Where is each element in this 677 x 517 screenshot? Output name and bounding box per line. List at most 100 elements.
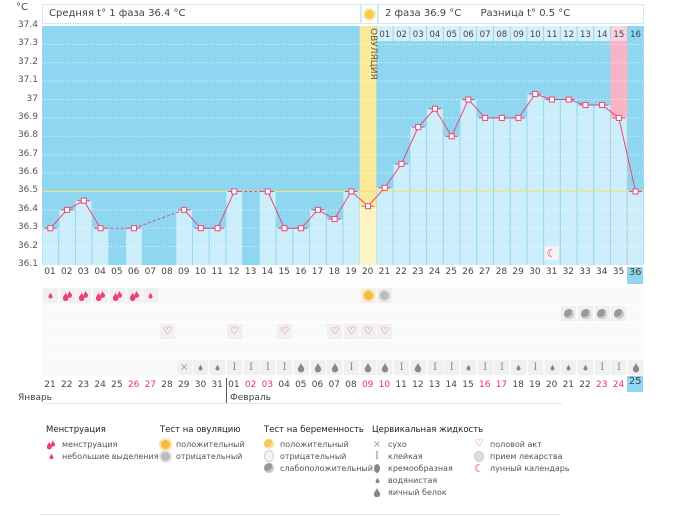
x-tick-label: 31 <box>545 267 558 277</box>
symptom-cell[interactable] <box>377 360 393 375</box>
temperature-point <box>515 114 522 121</box>
calendar-date[interactable]: 20 <box>545 380 558 390</box>
symptom-cell[interactable]: I <box>477 360 493 375</box>
symptom-cell[interactable]: I <box>277 360 293 375</box>
calendar-date[interactable]: 10 <box>378 380 391 390</box>
calendar-date[interactable]: 18 <box>512 380 524 390</box>
symptom-cell[interactable]: I <box>494 360 510 375</box>
symptom-cell[interactable] <box>76 288 92 303</box>
symptom-cell[interactable]: ♡ <box>160 324 176 339</box>
symptom-cell[interactable]: I <box>444 360 460 375</box>
calendar-date[interactable]: 28 <box>161 380 173 390</box>
temperature-bar <box>42 228 59 265</box>
symptom-cell[interactable] <box>561 306 577 321</box>
symptom-cell[interactable] <box>578 360 594 375</box>
temperature-bar <box>393 163 410 265</box>
calendar-date[interactable]: 07 <box>328 380 340 390</box>
symptom-cell[interactable]: ♡ <box>226 324 242 339</box>
calendar-date[interactable]: 01 <box>228 380 240 390</box>
symptom-cell[interactable]: ♡ <box>343 324 359 339</box>
calendar-date[interactable]: 05 <box>295 380 307 390</box>
calendar-date[interactable]: 06 <box>311 380 324 390</box>
calendar-date[interactable]: 25 <box>111 380 123 390</box>
calendar-date[interactable]: 03 <box>261 380 274 390</box>
calendar-date[interactable]: 02 <box>244 380 257 390</box>
calendar-date[interactable]: 27 <box>144 380 157 390</box>
symptom-cell[interactable]: I <box>611 360 627 375</box>
calendar-date[interactable]: 22 <box>60 380 73 390</box>
symptom-cell[interactable]: I <box>343 360 359 375</box>
symptom-cell[interactable] <box>293 360 309 375</box>
symptom-cell[interactable] <box>43 288 58 303</box>
calendar-date[interactable]: 23 <box>596 380 608 390</box>
temperature-point <box>197 225 204 232</box>
calendar-date[interactable]: 31 <box>211 380 223 390</box>
symptom-cell[interactable] <box>611 306 627 321</box>
symptom-cell[interactable] <box>461 360 476 375</box>
legend-label: половой акт <box>490 439 542 449</box>
calendar-date[interactable]: 09 <box>361 380 374 390</box>
calendar-date[interactable]: 22 <box>579 380 591 390</box>
calendar-date[interactable]: 25 <box>627 376 644 392</box>
symptom-cell[interactable] <box>561 360 577 375</box>
symptom-cell[interactable] <box>410 360 426 375</box>
calendar-date[interactable]: 14 <box>445 380 457 390</box>
symptom-cell[interactable] <box>210 360 226 375</box>
calendar-date[interactable]: 21 <box>562 380 575 390</box>
symptom-cell[interactable] <box>327 360 343 375</box>
calendar-date[interactable]: 24 <box>612 380 625 390</box>
symptom-cell[interactable] <box>360 360 376 375</box>
temperature-line <box>401 126 419 165</box>
symptom-cell[interactable] <box>93 288 109 303</box>
symptom-cell[interactable]: ♡ <box>277 324 293 339</box>
symptom-cell[interactable]: ♡ <box>327 324 343 339</box>
symptom-cell[interactable]: ♡ <box>360 324 376 339</box>
symptom-cell[interactable]: I <box>527 360 543 375</box>
symptom-cell[interactable]: ♡ <box>377 324 393 339</box>
symptom-cell[interactable] <box>594 306 610 321</box>
symptom-cell[interactable]: I <box>260 360 276 375</box>
sticky-icon: I <box>616 362 621 373</box>
sticky-icon: I <box>375 450 379 462</box>
calendar-date[interactable]: 29 <box>178 380 190 390</box>
menstruation-icon <box>79 290 89 301</box>
calendar-date[interactable]: 21 <box>44 380 56 390</box>
calendar-date[interactable]: 17 <box>495 380 508 390</box>
calendar-date[interactable]: 13 <box>428 380 441 390</box>
calendar-date[interactable]: 15 <box>462 380 474 390</box>
symptom-cell[interactable]: I <box>594 360 610 375</box>
calendar-date[interactable]: 11 <box>395 380 407 390</box>
calendar-date[interactable]: 23 <box>77 380 90 390</box>
symptom-cell[interactable] <box>578 306 594 321</box>
symptom-cell[interactable] <box>109 288 125 303</box>
calendar-date[interactable]: 04 <box>278 380 290 390</box>
symptom-cell[interactable]: I <box>427 360 443 375</box>
egg-white-drop-icon <box>314 362 322 373</box>
symptom-cell[interactable]: I <box>226 360 242 375</box>
symptom-cell[interactable] <box>126 288 142 303</box>
calendar-date[interactable]: 08 <box>345 380 357 390</box>
symptom-cell[interactable] <box>544 360 560 375</box>
symptom-cell[interactable] <box>628 360 644 375</box>
sticky-icon: I <box>265 362 270 373</box>
calendar-date[interactable]: 30 <box>194 380 207 390</box>
calendar-date[interactable]: 26 <box>127 380 140 390</box>
symptom-cell[interactable] <box>59 288 75 303</box>
egg-white-drop-icon <box>381 362 389 373</box>
calendar-date[interactable]: 19 <box>529 380 541 390</box>
symptom-cell[interactable] <box>511 360 527 375</box>
calendar-date[interactable]: 16 <box>478 380 491 390</box>
symptom-cell[interactable]: I <box>243 360 259 375</box>
calendar-date[interactable]: 24 <box>94 380 106 390</box>
calendar-date[interactable]: 12 <box>412 380 424 390</box>
symptom-cell[interactable] <box>193 360 209 375</box>
symptom-cell[interactable] <box>143 288 159 303</box>
heart-icon: ♡ <box>229 325 239 337</box>
pregnancy-test-weak-icon <box>563 308 574 319</box>
symptom-cell[interactable] <box>377 288 393 303</box>
symptom-cell[interactable] <box>310 360 326 375</box>
symptom-cell[interactable]: × <box>176 360 192 375</box>
symptom-cell[interactable]: I <box>394 360 410 375</box>
temperature-point <box>331 216 338 223</box>
symptom-cell[interactable] <box>360 288 376 303</box>
